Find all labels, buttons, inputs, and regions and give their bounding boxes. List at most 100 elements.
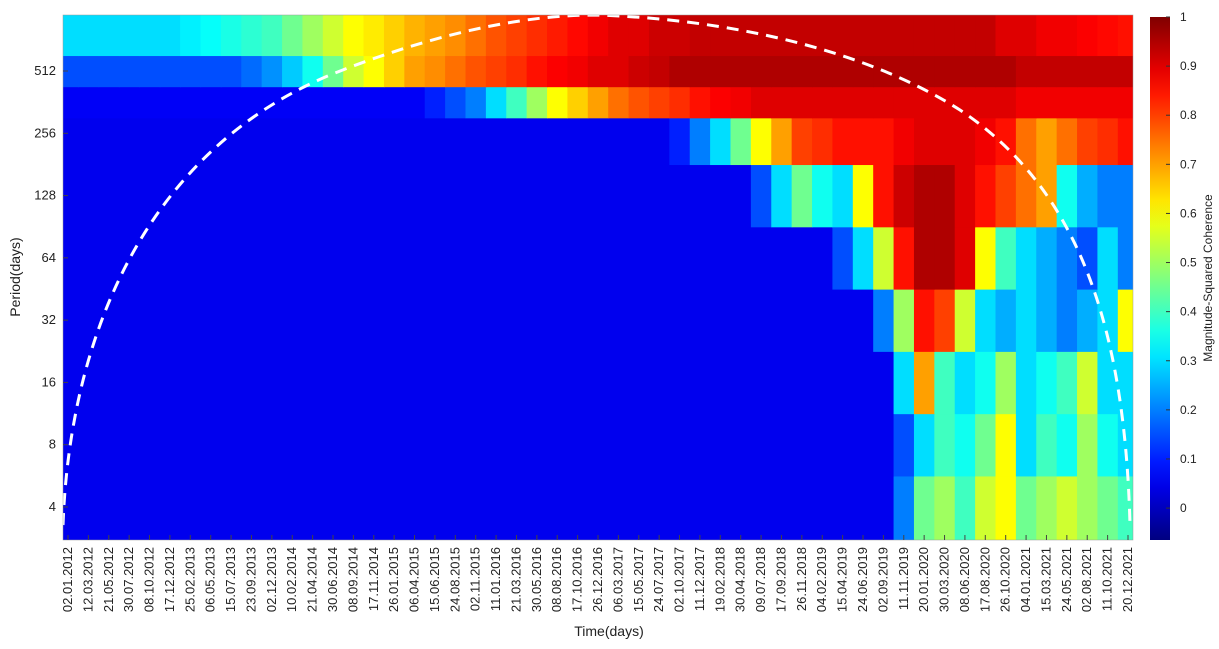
heat-cell <box>547 164 568 227</box>
heat-cell <box>425 414 446 477</box>
heat-cell <box>180 118 201 165</box>
heat-cell <box>771 164 792 227</box>
heat-cell <box>690 15 711 56</box>
heat-cell <box>731 351 752 414</box>
y-tick-label: 16 <box>42 374 56 389</box>
heat-cell <box>302 351 323 414</box>
heat-cell <box>731 55 752 87</box>
heat-cell <box>1077 476 1098 541</box>
x-tick-label: 30.07.2012 <box>121 547 136 612</box>
heat-cell <box>425 87 446 119</box>
heat-cell <box>302 164 323 227</box>
heat-cell <box>608 351 629 414</box>
heat-cell <box>710 227 731 290</box>
x-tick-label: 04.02.2019 <box>814 547 829 612</box>
x-axis-title: Time(days) <box>574 623 644 639</box>
heat-cell <box>506 55 527 87</box>
heat-cell <box>445 351 466 414</box>
heat-cell <box>1016 15 1037 56</box>
heat-cell <box>506 164 527 227</box>
heat-cell <box>119 118 140 165</box>
colorbar-title: Magnitude-Squared Coherence <box>1201 194 1215 362</box>
heat-cell <box>384 164 405 227</box>
heat-cell <box>384 476 405 541</box>
heat-cell <box>201 15 222 56</box>
heat-cell <box>914 15 935 56</box>
heat-cell <box>404 414 425 477</box>
x-tick-label: 30.03.2020 <box>937 547 952 612</box>
heat-cell <box>547 15 568 56</box>
heat-cell <box>119 15 140 56</box>
heat-cell <box>547 289 568 352</box>
heat-cell <box>1036 118 1057 165</box>
heat-cell <box>771 351 792 414</box>
heat-cell <box>241 289 262 352</box>
x-tick-label: 20.12.2021 <box>1120 547 1135 612</box>
heat-cell <box>404 118 425 165</box>
heat-cell <box>282 87 303 119</box>
heat-cell <box>894 55 915 87</box>
heat-cell <box>894 164 915 227</box>
heat-cell <box>486 15 507 56</box>
heat-cell <box>914 351 935 414</box>
heat-cell <box>588 55 609 87</box>
heat-cell <box>771 289 792 352</box>
y-axis-title: Period(days) <box>7 237 23 316</box>
heat-cell <box>792 351 813 414</box>
heat-cell <box>527 118 548 165</box>
heat-cell <box>751 118 772 165</box>
heat-cell <box>567 55 588 87</box>
heat-cell <box>160 414 181 477</box>
heat-cell <box>445 476 466 541</box>
heat-cell <box>996 414 1017 477</box>
heat-cell <box>873 351 894 414</box>
heat-cell <box>873 227 894 290</box>
heat-cell <box>425 227 446 290</box>
heat-cell <box>506 414 527 477</box>
heat-cell <box>99 351 120 414</box>
heat-cell <box>404 87 425 119</box>
heat-cell <box>567 227 588 290</box>
heat-cell <box>78 87 99 119</box>
heat-cell <box>343 227 364 290</box>
x-tick-label: 15.03.2021 <box>1038 547 1053 612</box>
x-tick-label: 08.09.2014 <box>345 547 360 612</box>
heat-cell <box>1016 164 1037 227</box>
heat-cell <box>608 476 629 541</box>
heat-cell <box>547 227 568 290</box>
heat-cell <box>1016 414 1037 477</box>
heat-cell <box>262 351 283 414</box>
heat-cell <box>771 476 792 541</box>
heat-cell <box>710 55 731 87</box>
heat-cell <box>119 351 140 414</box>
heat-cell <box>873 118 894 165</box>
heat-cell <box>364 289 385 352</box>
heat-cell <box>343 351 364 414</box>
heat-cell <box>853 15 874 56</box>
heat-cell <box>832 87 853 119</box>
heat-cell <box>201 164 222 227</box>
heat-cell <box>384 351 405 414</box>
heat-cell <box>262 15 283 56</box>
heat-cell <box>771 414 792 477</box>
heat-cell <box>853 227 874 290</box>
heat-cell <box>180 414 201 477</box>
heat-cell <box>160 118 181 165</box>
colorbar-tick-label: 0.3 <box>1180 354 1197 368</box>
heat-cell <box>78 476 99 541</box>
heat-cell <box>792 476 813 541</box>
x-tick-label: 02.08.2021 <box>1079 547 1094 612</box>
heat-cell <box>690 227 711 290</box>
heat-cell <box>588 476 609 541</box>
heat-cell <box>160 351 181 414</box>
heat-cell <box>588 414 609 477</box>
heat-cell <box>690 289 711 352</box>
heat-cell <box>99 15 120 56</box>
heat-cell <box>649 476 670 541</box>
heat-cell <box>527 55 548 87</box>
x-tick-label: 11.01.2016 <box>488 547 503 611</box>
x-tick-label: 24.08.2015 <box>447 547 462 612</box>
heat-cell <box>588 351 609 414</box>
heat-cell <box>1057 351 1078 414</box>
heat-cell <box>1016 118 1037 165</box>
